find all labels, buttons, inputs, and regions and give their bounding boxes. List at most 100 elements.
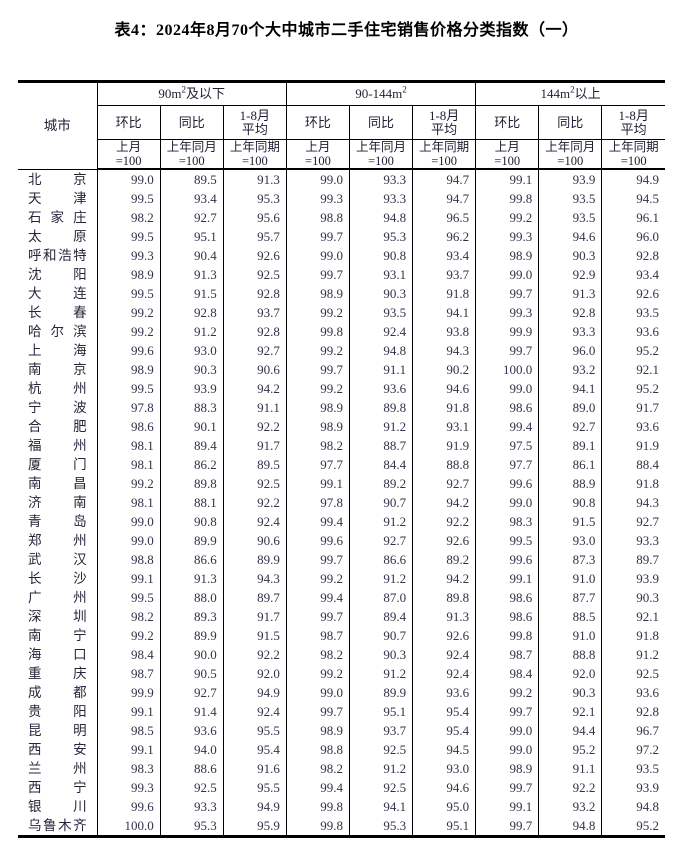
base-header-same-month-last-year: 上年同月 =100 xyxy=(348,139,414,170)
group-label: 144m xyxy=(540,86,571,101)
index-value: 95.4 xyxy=(412,702,477,721)
base-header-same-month-last-year: 上年同月 =100 xyxy=(159,139,224,170)
index-value: 91.2 xyxy=(348,417,414,436)
index-value: 99.0 xyxy=(96,531,161,550)
city-name: 重庆 xyxy=(18,664,98,683)
table-row: 太原 99.5 95.1 95.7 99.7 95.3 96.2 99.3 94… xyxy=(18,227,665,246)
table-row: 杭州 99.5 93.9 94.2 99.2 93.6 94.6 99.0 94… xyxy=(18,379,665,398)
city-name: 北京 xyxy=(18,169,98,189)
metric-header-avg: 1-8月 平均 xyxy=(412,105,477,140)
index-value: 98.9 xyxy=(475,759,540,778)
index-value: 99.2 xyxy=(285,664,350,683)
index-value: 90.1 xyxy=(159,417,224,436)
metric-header-mom: 环比 xyxy=(475,105,540,140)
index-value: 90.8 xyxy=(538,493,603,512)
index-value: 91.5 xyxy=(222,626,287,645)
index-value: 86.1 xyxy=(538,455,603,474)
table-row: 南昌 99.2 89.8 92.5 99.1 89.2 92.7 99.6 88… xyxy=(18,474,665,493)
city-name: 成都 xyxy=(18,683,98,702)
index-value: 99.8 xyxy=(475,189,540,208)
table-row: 昆明 98.5 93.6 95.5 98.9 93.7 95.4 99.0 94… xyxy=(18,721,665,740)
index-value: 99.0 xyxy=(475,740,540,759)
index-value: 99.0 xyxy=(285,246,350,265)
index-value: 94.5 xyxy=(412,740,477,759)
index-value: 92.2 xyxy=(412,512,477,531)
index-value: 93.4 xyxy=(412,246,477,265)
table-row: 厦门 98.1 86.2 89.5 97.7 84.4 88.8 97.7 86… xyxy=(18,455,665,474)
table-row: 银川 99.6 93.3 94.9 99.8 94.1 95.0 99.1 93… xyxy=(18,797,665,816)
index-value: 98.1 xyxy=(96,455,161,474)
index-value: 92.8 xyxy=(601,702,665,721)
index-value: 92.6 xyxy=(412,626,477,645)
index-value: 90.8 xyxy=(159,512,224,531)
index-value: 93.0 xyxy=(412,759,477,778)
index-value: 97.5 xyxy=(475,436,540,455)
index-value: 87.7 xyxy=(538,588,603,607)
table-row: 北京 99.0 89.5 91.3 99.0 93.3 94.7 99.1 93… xyxy=(18,169,665,189)
index-value: 99.0 xyxy=(475,493,540,512)
index-value: 99.4 xyxy=(285,588,350,607)
index-value: 99.1 xyxy=(475,569,540,588)
index-value: 92.5 xyxy=(601,664,665,683)
index-value: 93.5 xyxy=(601,303,665,322)
index-value: 93.2 xyxy=(538,797,603,816)
index-value: 91.0 xyxy=(538,569,603,588)
base-header-prev-month: 上月 =100 xyxy=(285,139,350,170)
table-row: 长春 99.2 92.8 93.7 99.2 93.5 94.1 99.3 92… xyxy=(18,303,665,322)
index-value: 91.1 xyxy=(348,360,414,379)
index-value: 99.7 xyxy=(285,607,350,626)
table-row: 大连 99.5 91.5 92.8 98.9 90.3 91.8 99.7 91… xyxy=(18,284,665,303)
index-value: 86.6 xyxy=(348,550,414,569)
index-value: 93.3 xyxy=(601,531,665,550)
index-value: 94.7 xyxy=(412,169,477,189)
index-value: 92.9 xyxy=(538,265,603,284)
table-row: 西安 99.1 94.0 95.4 98.8 92.5 94.5 99.0 95… xyxy=(18,740,665,759)
index-value: 95.6 xyxy=(222,208,287,227)
index-value: 93.3 xyxy=(348,169,414,189)
index-value: 92.8 xyxy=(159,303,224,322)
index-value: 93.3 xyxy=(159,797,224,816)
index-value: 98.2 xyxy=(285,759,350,778)
group-label-suffix: 及以下 xyxy=(186,86,226,101)
index-value: 98.4 xyxy=(96,645,161,664)
index-value: 98.1 xyxy=(96,436,161,455)
index-value: 96.2 xyxy=(412,227,477,246)
index-value: 88.6 xyxy=(159,759,224,778)
index-value: 98.3 xyxy=(475,512,540,531)
table-row: 沈阳 98.9 91.3 92.5 99.7 93.1 93.7 99.0 92… xyxy=(18,265,665,284)
index-value: 91.2 xyxy=(601,645,665,664)
index-value: 92.5 xyxy=(348,740,414,759)
group-header-144-above: 144m2以上 xyxy=(475,81,665,106)
group-label: 90-144m xyxy=(355,86,403,101)
index-value: 94.8 xyxy=(538,816,603,837)
index-value: 93.9 xyxy=(538,169,603,189)
index-value: 91.4 xyxy=(159,702,224,721)
index-value: 89.2 xyxy=(348,474,414,493)
city-name: 天津 xyxy=(18,189,98,208)
table-header: 城市 90m2及以下 90-144m2 144m2以上 环比 同比 1-8月 平… xyxy=(18,81,665,170)
index-value: 95.3 xyxy=(222,189,287,208)
index-value: 91.3 xyxy=(412,607,477,626)
index-value: 90.8 xyxy=(348,246,414,265)
index-value: 94.3 xyxy=(222,569,287,588)
city-name: 兰州 xyxy=(18,759,98,778)
index-value: 99.2 xyxy=(96,626,161,645)
index-value: 89.8 xyxy=(348,398,414,417)
index-value: 94.2 xyxy=(412,493,477,512)
index-value: 91.3 xyxy=(222,169,287,189)
city-name: 上海 xyxy=(18,341,98,360)
index-value: 92.6 xyxy=(222,246,287,265)
index-value: 93.1 xyxy=(412,417,477,436)
index-value: 95.1 xyxy=(348,702,414,721)
index-value: 99.5 xyxy=(96,379,161,398)
index-value: 98.6 xyxy=(475,607,540,626)
index-value: 93.2 xyxy=(538,360,603,379)
index-value: 90.3 xyxy=(159,360,224,379)
index-value: 93.9 xyxy=(159,379,224,398)
index-value: 92.8 xyxy=(538,303,603,322)
index-value: 92.8 xyxy=(222,284,287,303)
index-value: 99.1 xyxy=(96,569,161,588)
index-value: 96.1 xyxy=(601,208,665,227)
metric-header-row: 环比 同比 1-8月 平均 环比 同比 1-8月 平均 环比 同比 1-8月 平… xyxy=(18,105,665,140)
index-value: 98.9 xyxy=(285,721,350,740)
